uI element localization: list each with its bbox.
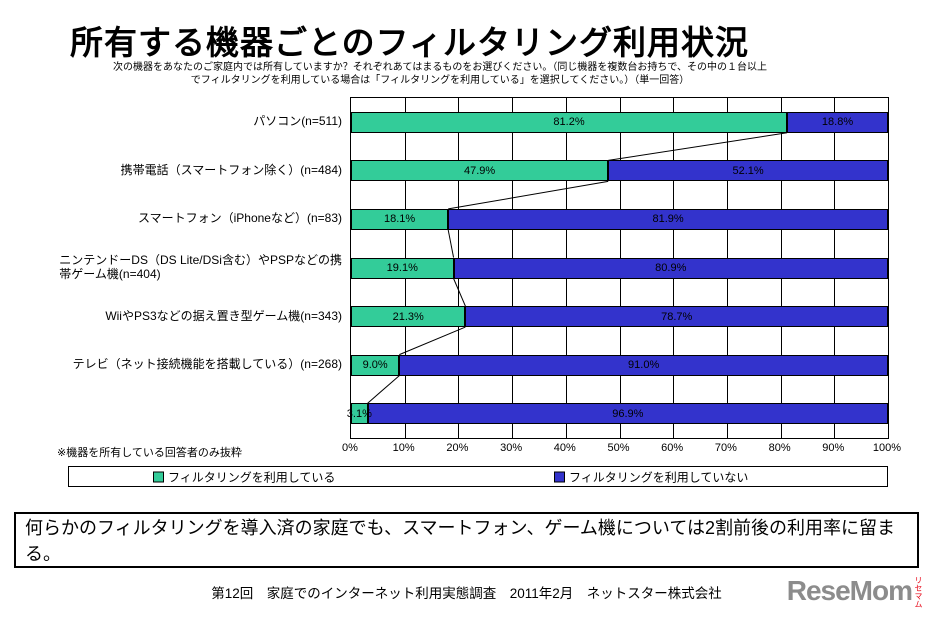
bar-value-label: 81.9% [652,213,684,226]
bar-value-label: 52.1% [732,164,764,177]
x-tick-label: 80% [768,442,791,454]
bar-segment-using [351,160,609,182]
category-label: 携帯電話（スマートフォン除く）(n=484) [28,146,342,195]
bar-segment-using [351,257,454,279]
bar-segment-using [351,354,400,376]
legend: フィルタリングを利用している フィルタリングを利用していない [68,466,888,487]
x-tick-label: 20% [446,442,469,454]
connector-line [608,132,788,161]
resemom-logo: ReseMom リセマム [786,575,923,609]
x-tick-label: 30% [500,442,523,454]
legend-swatch-using [153,471,164,482]
bar-segment-using [351,111,788,133]
category-label-text: スマートフォン（iPhoneなど）(n=83) [137,211,342,226]
summary-text: 何らかのフィルタリングを導入済の家庭でも、スマートフォン、ゲーム機については2割… [25,518,896,564]
logo-text: ReseMom [786,575,913,606]
category-label: スマートフォン（iPhoneなど）(n=83) [28,194,342,243]
bar-value-label: 9.0% [362,359,388,372]
x-tick-label: 10% [392,442,415,454]
source-caption: 第12回 家庭でのインターネット利用実態調査 2011年2月 ネットスター株式会… [211,586,722,601]
category-label-text: パソコン(n=511) [253,114,342,129]
bar-segment-not-using [465,306,888,328]
bar-value-label: 19.1% [386,262,418,274]
x-tick-label: 100% [872,442,902,454]
bar-value-label: 96.9% [612,407,644,420]
bar-value-label: 21.3% [392,310,424,323]
plot-area: 81.2% 18.8% 47.9% 52.1% 18.1% 81.9% 19.1% 80.9%… [346,97,889,439]
category-label: ニンテンドーDS（DS Lite/DSi含む）やPSPなどの携 帯ゲーム機(n=… [28,243,342,292]
connector-line [448,180,609,210]
category-label-text: 携帯電話（スマートフォン除く）(n=484) [120,162,342,177]
x-tick-label: 0% [342,442,358,454]
x-axis: 0% 10% 20% 30% 40% 50% 60% 70% 80% 90% 100% [342,442,901,456]
category-label: パソコン(n=511) [28,97,342,146]
x-tick-label: 40% [553,442,576,454]
legend-item-not-using: フィルタリングを利用していない [554,468,748,485]
bar-segment-not-using [448,208,888,230]
category-label-text: ニンテンドーDS（DS Lite/DSi含む）やPSPなどの携 帯ゲーム機(n=… [59,252,342,281]
bar-value-label: 47.9% [464,164,496,177]
bar-value-label: 18.8% [821,116,854,129]
bar-value-label: 78.7% [661,310,693,323]
chart-title: 所有する機器ごとのフィルタリング利用状況 [70,24,750,61]
category-label-text: テレビ（ネット接続機能を搭載している）(n=268) [72,357,342,372]
legend-label-using: フィルタリングを利用している [168,470,336,484]
bar-value-label: 91.0% [628,359,660,372]
bar-segment-not-using [787,111,888,133]
bar-segment-not-using [453,257,888,279]
category-label: WiiやPS3などの据え置き型ゲーム機(n=343) [28,291,342,340]
x-tick-label: 50% [607,442,630,454]
connector-line [367,375,400,404]
bar-value-label: 81.2% [553,116,585,129]
bar-value-label: 3.1% [346,407,372,420]
summary-box: 何らかのフィルタリングを導入済の家庭でも、スマートフォン、ゲーム機については2割… [14,512,919,568]
bar-segment-not-using [399,354,888,376]
legend-label-not-using: フィルタリングを利用していない [569,470,749,484]
subtitle-line-2: でフィルタリングを利用している場合は「フィルタリングを利用している」を選択してく… [190,75,690,86]
logo-vertical-text: リセマム [914,576,923,608]
bar-segment-using [351,403,368,425]
category-labels: パソコン(n=511) 携帯電話（スマートフォン除く）(n=484) スマートフォン… [28,97,342,437]
legend-item-using: フィルタリングを利用している [153,468,335,485]
x-tick-label: 90% [822,442,845,454]
chart-subtitle: 次の機器をあなたのご家庭内では所有していますか？それぞれあてはまるものをお選びく… [70,61,810,87]
chart-footnote: ※機器を所有している回答者のみ抜粋 [57,447,242,459]
bar-value-label: 18.1% [383,213,416,226]
category-label-text: WiiやPS3などの据え置き型ゲーム機(n=343) [105,308,342,323]
connector-line [453,278,466,307]
connector-line [447,229,455,258]
bar-segment-not-using [367,403,888,425]
legend-swatch-not-using [554,471,565,482]
x-tick-label: 60% [661,442,684,454]
subtitle-line-1: 次の機器をあなたのご家庭内では所有していますか？それぞれあてはまるものをお選びく… [113,62,767,73]
category-label [28,388,342,437]
x-tick-label: 70% [714,442,737,454]
category-label: テレビ（ネット接続機能を搭載している）(n=268) [28,340,342,389]
bar-segment-using [351,306,466,328]
connector-line [399,326,466,356]
bar-segment-using [351,208,449,230]
bar-value-label: 80.9% [655,262,687,274]
